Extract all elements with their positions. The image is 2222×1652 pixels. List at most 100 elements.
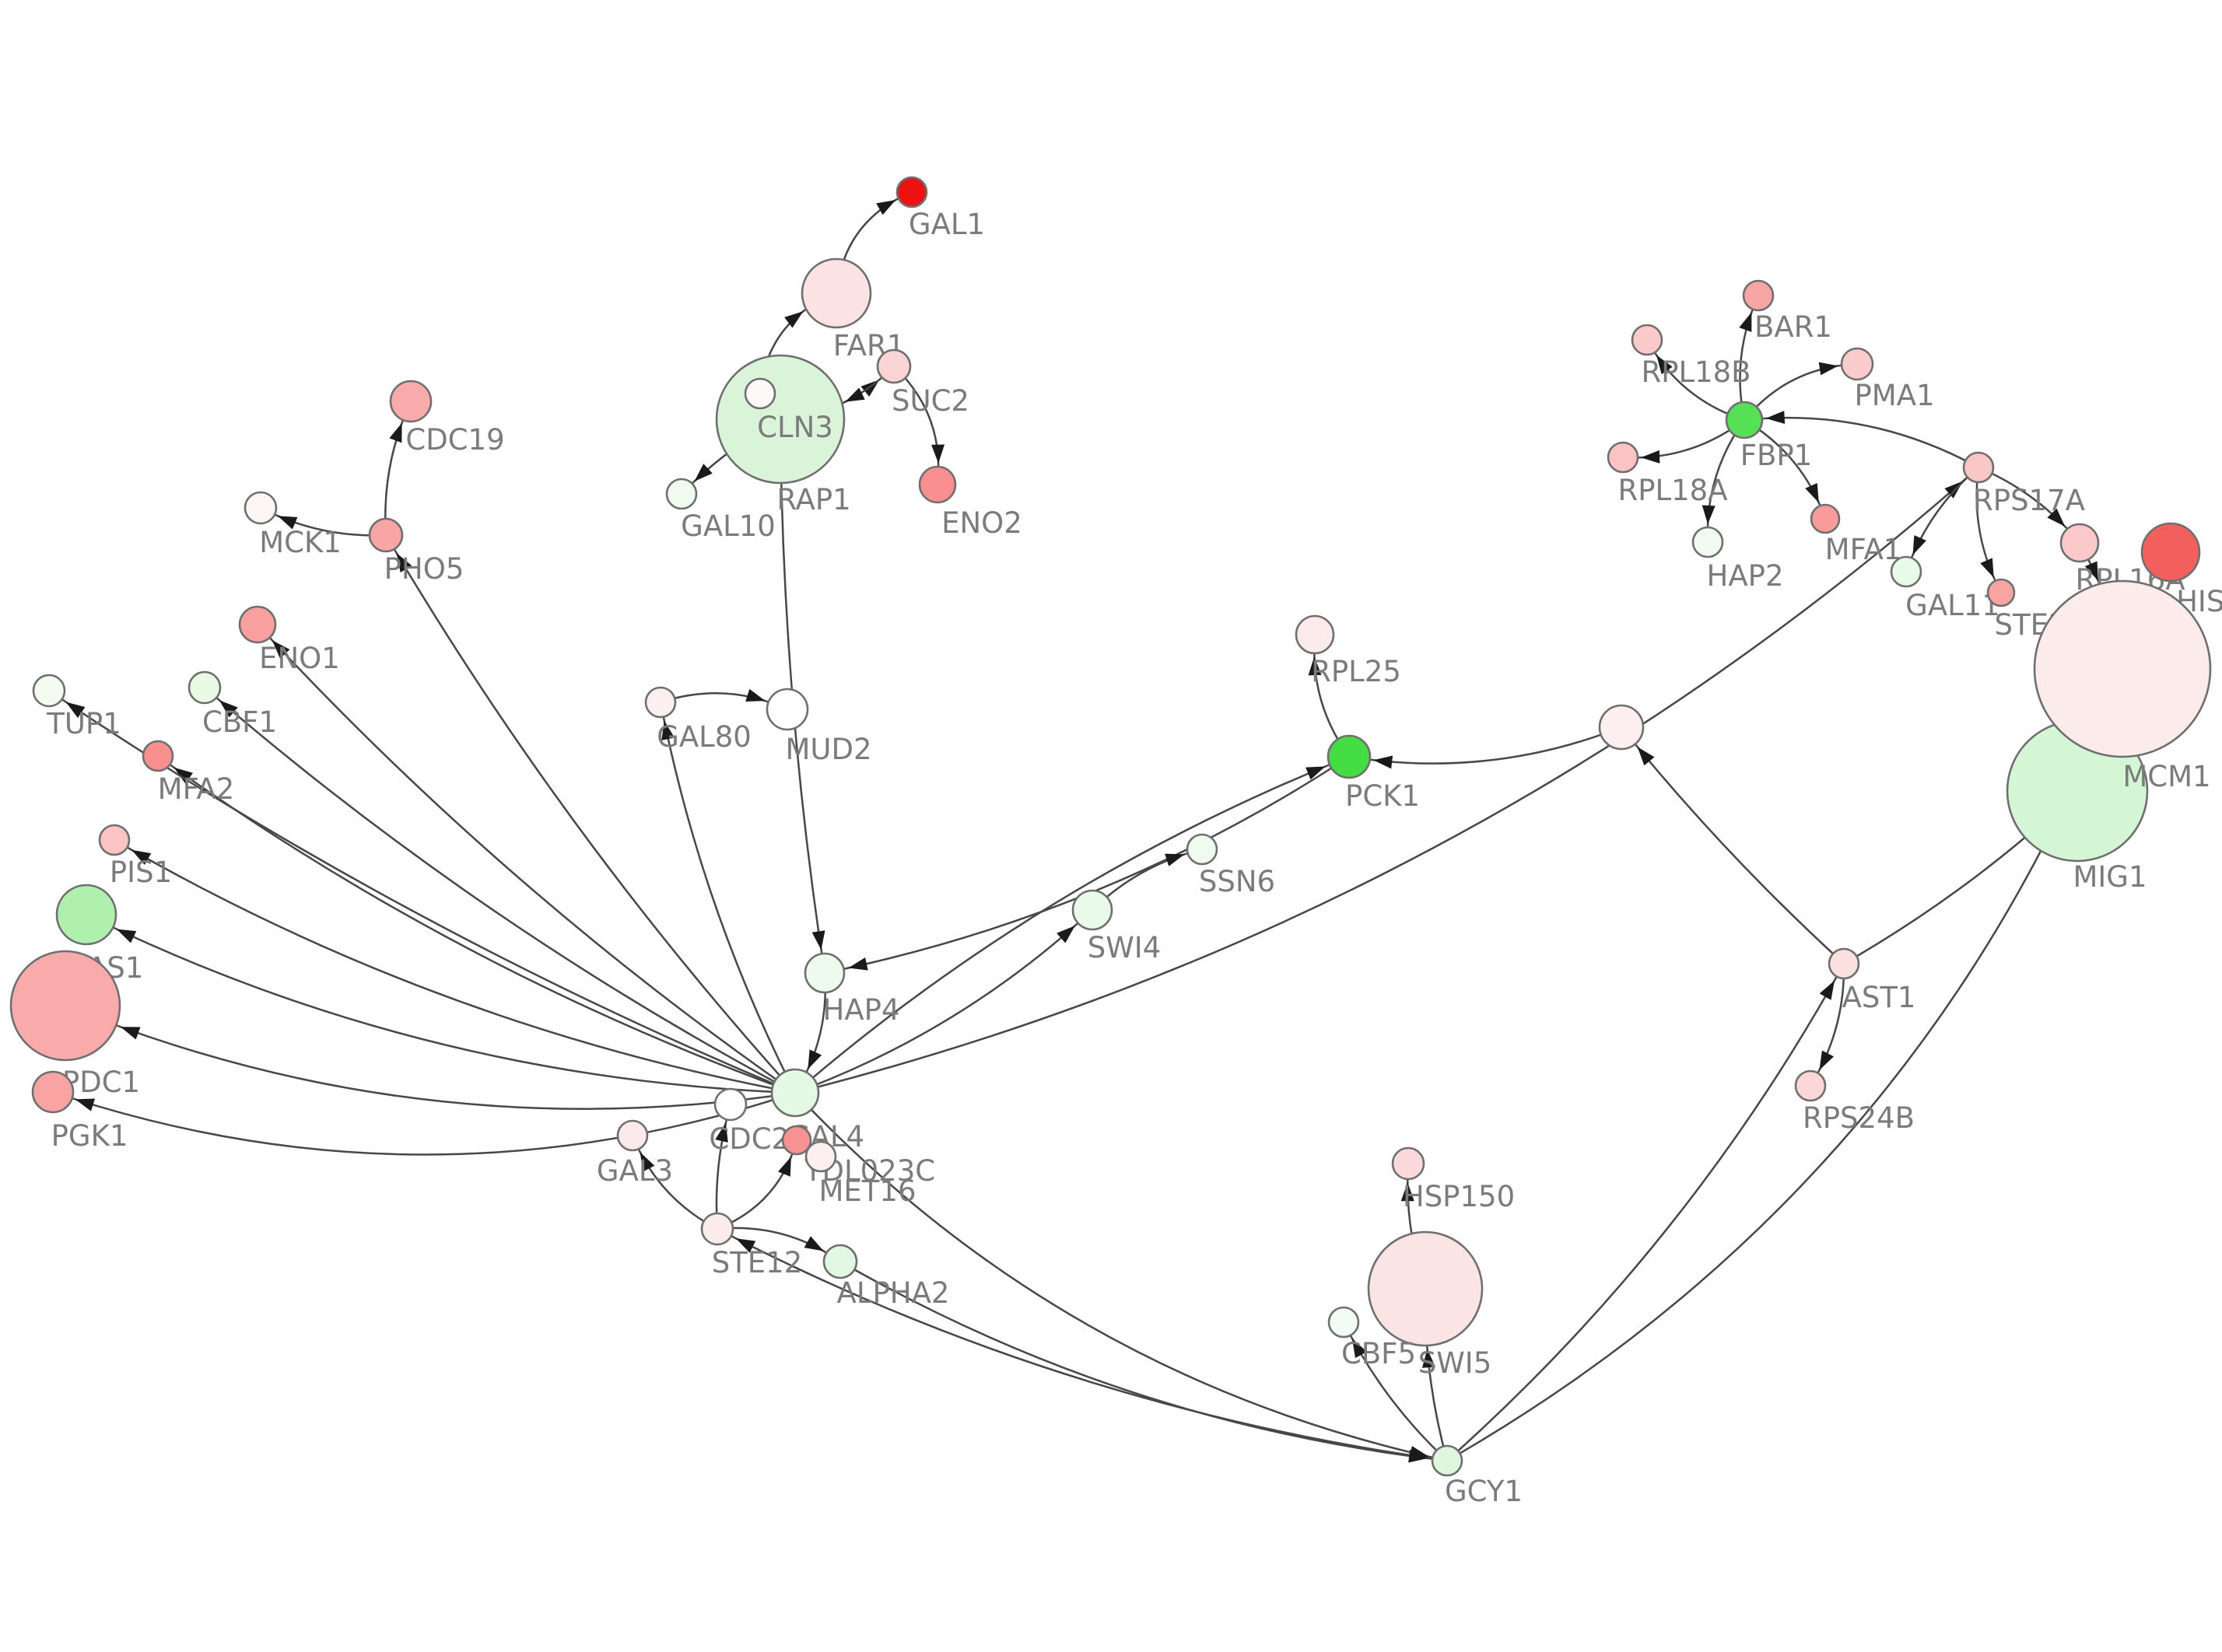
arrowhead-AST1-NODE1 xyxy=(1637,747,1655,766)
node-alpha2[interactable] xyxy=(822,1244,858,1279)
nodes-layer: RAP1CLN3GAL10FAR1SUC2GAL1ENO2CDC19MCK1PH… xyxy=(9,176,2222,1508)
node-suc2[interactable] xyxy=(876,348,912,384)
node-tup1[interactable] xyxy=(32,674,66,708)
label-swi4: SWI4 xyxy=(1088,931,1162,964)
node-pck1[interactable] xyxy=(1327,734,1372,779)
node-pis1[interactable] xyxy=(98,824,131,856)
node-rpl18a[interactable] xyxy=(1607,441,1639,474)
edge-GAL4-PIS1 xyxy=(114,838,796,1094)
node-rps17a[interactable] xyxy=(1962,451,1995,484)
node-pdc1[interactable] xyxy=(9,950,121,1062)
node-ydl023c[interactable] xyxy=(781,1125,812,1156)
arrowhead-GAL4-RAS1 xyxy=(116,929,137,943)
node-cdc19[interactable] xyxy=(389,380,433,423)
node-his4[interactable] xyxy=(2140,522,2201,583)
node-cln3[interactable] xyxy=(744,377,776,410)
arrowhead-GCY1-AST1 xyxy=(1819,980,1835,1000)
node-cbf1[interactable] xyxy=(188,670,222,705)
node-rpl16a[interactable] xyxy=(2059,523,2100,563)
edge-GCY1-AST1 xyxy=(1446,963,1845,1461)
label-pho5: PHO5 xyxy=(384,552,464,586)
node-ste12[interactable] xyxy=(700,1212,734,1246)
node-rps24b[interactable] xyxy=(1794,1069,1827,1102)
node-hap2[interactable] xyxy=(1691,526,1724,558)
node-pgk1[interactable] xyxy=(31,1070,75,1114)
node-gal4[interactable] xyxy=(770,1068,820,1118)
node-mfa2[interactable] xyxy=(142,740,174,772)
arrowhead-FAR1-GAL1 xyxy=(876,200,896,215)
arrowhead-GAL4-MFA2 xyxy=(173,767,194,784)
node-fbp1[interactable] xyxy=(1725,401,1764,439)
node-rpl25[interactable] xyxy=(1295,614,1335,655)
node-swi5[interactable] xyxy=(1367,1230,1484,1347)
node-hsp150[interactable] xyxy=(1391,1146,1425,1181)
label-alpha2: ALPHA2 xyxy=(837,1276,950,1310)
node-gal1[interactable] xyxy=(895,176,928,208)
label-eno1: ENO1 xyxy=(259,642,340,675)
node-cdc24[interactable] xyxy=(713,1087,748,1122)
node-eno2[interactable] xyxy=(918,465,957,504)
node-ste2[interactable] xyxy=(1986,578,2016,607)
arrowhead-GAL4-PIS1 xyxy=(131,849,152,865)
node-pma1[interactable] xyxy=(1840,347,1874,381)
arrowhead-FBP1-MFA1 xyxy=(1805,482,1819,503)
arrowhead-RPL16A-MCM1 xyxy=(2084,561,2098,581)
label-mfa1: MFA1 xyxy=(1825,533,1902,566)
label-gal11: GAL11 xyxy=(1905,589,2000,622)
label-cdc19: CDC19 xyxy=(405,423,504,457)
arrowhead-NODE1-PCK1 xyxy=(1373,755,1393,769)
label-hap4: HAP4 xyxy=(823,993,900,1027)
node-hap4[interactable] xyxy=(804,952,846,994)
label-rps17a: RPS17A xyxy=(1973,484,2085,517)
label-eno2: ENO2 xyxy=(941,506,1022,540)
node-gal10[interactable] xyxy=(665,478,698,510)
edge-GAL4-SWI4 xyxy=(794,909,1093,1094)
node-met16[interactable] xyxy=(804,1140,837,1173)
node-mck1[interactable] xyxy=(244,491,278,525)
node-mud2[interactable] xyxy=(766,688,809,731)
edge-PCK1-HAP4 xyxy=(824,755,1350,975)
arrowhead-SUC2-ENO2 xyxy=(931,444,945,464)
arrowhead-RPS17A-RPL16A xyxy=(2047,508,2066,527)
edge-GAL4-GAL80 xyxy=(659,702,797,1094)
node-mcm1[interactable] xyxy=(2033,579,2212,758)
node-bar1[interactable] xyxy=(1742,279,1775,312)
edges-layer xyxy=(48,191,2124,1463)
label-ste12: STE12 xyxy=(712,1246,803,1279)
arrowhead-RPS17A-FBP1 xyxy=(1765,411,1786,425)
edge-GCY1-STE12 xyxy=(717,1227,1448,1462)
node-gal11[interactable] xyxy=(1890,555,1922,588)
node-far1[interactable] xyxy=(801,257,872,329)
arrowhead-FBP1-BAR1 xyxy=(1739,312,1752,332)
label-swi5: SWI5 xyxy=(1418,1346,1492,1380)
node-ast1[interactable] xyxy=(1828,947,1860,980)
node-gal3[interactable] xyxy=(616,1119,649,1152)
label-gcy1: GCY1 xyxy=(1445,1475,1523,1508)
node-ras1[interactable] xyxy=(55,884,117,946)
node-pho5[interactable] xyxy=(368,517,404,553)
label-gal3: GAL3 xyxy=(597,1154,673,1188)
label-pgk1: PGK1 xyxy=(51,1119,128,1153)
node-gal80[interactable] xyxy=(644,686,677,719)
node-node1[interactable] xyxy=(1598,704,1645,751)
node-rpl18b[interactable] xyxy=(1631,324,1663,356)
arrowhead-GAL4-CBF1 xyxy=(219,700,238,718)
arrowhead-STE12-GAL3 xyxy=(640,1152,655,1172)
node-eno1[interactable] xyxy=(238,605,277,644)
label-ast1: AST1 xyxy=(1842,981,1916,1014)
node-cbf5[interactable] xyxy=(1327,1306,1360,1339)
label-mcm1: MCM1 xyxy=(2122,760,2210,793)
label-gal1: GAL1 xyxy=(909,208,985,241)
node-mfa1[interactable] xyxy=(1810,503,1841,534)
label-pma1: PMA1 xyxy=(1854,379,1934,412)
label-pdc1: PDC1 xyxy=(62,1066,140,1099)
arrowhead-GCY1-STE12 xyxy=(735,1238,756,1253)
node-ssn6[interactable] xyxy=(1186,833,1218,866)
node-gcy1[interactable] xyxy=(1431,1444,1463,1477)
label-gal80: GAL80 xyxy=(657,720,752,754)
arrowhead-SWI4-SSN6 xyxy=(1165,853,1185,866)
node-swi4[interactable] xyxy=(1071,889,1113,931)
